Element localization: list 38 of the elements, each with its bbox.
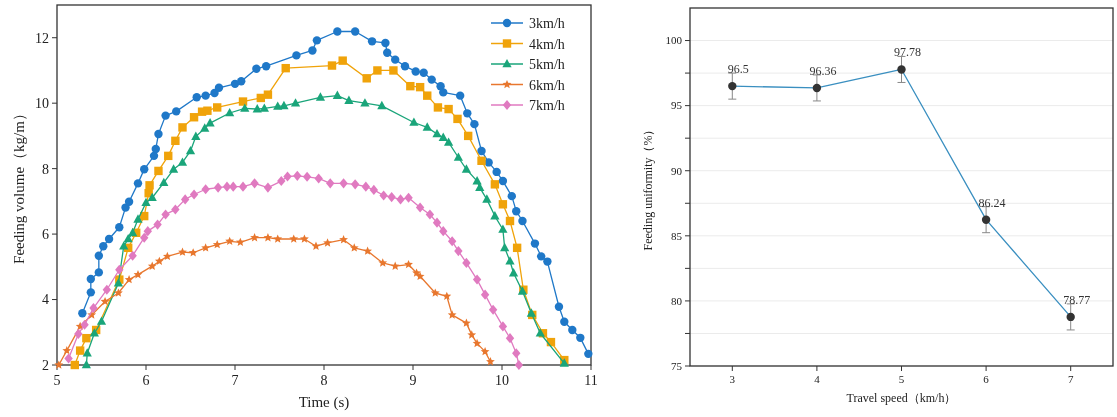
- x-tick-label: 4: [814, 373, 821, 385]
- x-tick-label: 11: [584, 373, 598, 388]
- data-label: 86.24: [978, 195, 1006, 210]
- data-label: 96.5: [727, 62, 749, 77]
- y-tick-label: 75: [671, 359, 683, 372]
- x-tick-label: 8: [320, 373, 328, 388]
- y-tick-label: 12: [35, 30, 49, 46]
- y-tick-label: 100: [665, 34, 683, 47]
- x-tick-label: 3: [729, 373, 736, 385]
- y-tick-label: 8: [42, 161, 49, 177]
- data-label: 78.77: [1063, 292, 1091, 307]
- data-label: 96.36: [809, 63, 837, 78]
- y-axis-title: Feeding volume（kg/m）: [11, 106, 27, 264]
- y-tick-label: 2: [42, 357, 49, 373]
- y-tick-label: 10: [35, 96, 49, 112]
- y-tick-label: 85: [671, 229, 683, 242]
- y-tick-label: 4: [42, 292, 49, 308]
- data-label: 97.78: [894, 45, 921, 60]
- x-tick-label: 7: [231, 373, 239, 388]
- x-tick-label: 10: [495, 373, 509, 388]
- x-axis-title: Time (s): [298, 394, 350, 411]
- x-axis-title: Travel speed（km/h）: [846, 391, 957, 405]
- y-tick-label: 90: [671, 164, 683, 177]
- x-tick-label: 5: [53, 373, 61, 388]
- legend-label: 7km/h: [529, 98, 565, 113]
- x-tick-label: 5: [898, 373, 905, 385]
- y-tick-label: 80: [671, 294, 683, 307]
- legend-label: 6km/h: [529, 77, 565, 93]
- legend-label: 4km/h: [529, 36, 565, 52]
- legend-label: 3km/h: [529, 16, 565, 31]
- x-tick-label: 7: [1067, 373, 1074, 385]
- legend-label: 5km/h: [529, 57, 565, 72]
- y-tick-label: 6: [42, 226, 49, 242]
- x-tick-label: 6: [983, 373, 990, 385]
- y-axis-title: Feeding uniformity（%）: [641, 123, 655, 251]
- y-tick-label: 95: [671, 99, 683, 112]
- x-tick-label: 9: [409, 373, 417, 388]
- x-tick-label: 6: [142, 373, 150, 388]
